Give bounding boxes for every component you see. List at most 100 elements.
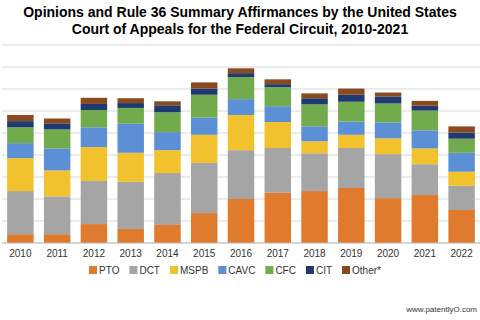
bar-segment: [301, 141, 327, 153]
x-tick-label: 2015: [193, 248, 216, 259]
bar-segment: [81, 104, 107, 110]
legend-label: DCT: [139, 265, 160, 276]
bar-segment: [375, 154, 401, 198]
bar-segment: [448, 126, 474, 132]
bar-segment: [228, 73, 254, 77]
bar-segment: [191, 95, 217, 118]
x-axis: [2, 243, 480, 244]
bar-segment: [265, 79, 291, 84]
bar-segment: [265, 122, 291, 148]
legend-swatch: [306, 266, 314, 274]
bar-segment: [412, 148, 438, 164]
bar-segment: [265, 148, 291, 193]
bar-segment: [338, 148, 364, 188]
bar-segment: [448, 139, 474, 153]
bar-segment: [301, 191, 327, 243]
bar-segment: [412, 164, 438, 195]
grid-line: [2, 45, 480, 46]
bar-segment: [375, 96, 401, 103]
legend-swatch: [170, 266, 178, 274]
bar-segment: [228, 68, 254, 73]
legend-label: CAVC: [228, 265, 255, 276]
legend-label: Other*: [352, 265, 381, 276]
bar-segment: [154, 101, 180, 105]
bar-segment: [412, 106, 438, 111]
bar-segment: [228, 115, 254, 150]
x-tick-label: 2018: [303, 248, 326, 259]
bar-segment: [7, 234, 33, 243]
bar-segment: [448, 186, 474, 210]
title: Opinions and Rule 36 Summary Affirmances…: [23, 4, 457, 37]
bar-segment: [375, 138, 401, 154]
bar-segment: [7, 115, 33, 121]
x-tick-label: 2020: [377, 248, 400, 259]
bar-segment: [191, 135, 217, 163]
bar-segment: [338, 122, 364, 135]
bar-segment: [412, 195, 438, 243]
legend-swatch: [265, 266, 273, 274]
chart: Opinions and Rule 36 Summary Affirmances…: [0, 0, 480, 320]
bar-segment: [375, 104, 401, 123]
bar-segment: [228, 199, 254, 243]
bar-segment: [301, 93, 327, 98]
grid-line: [2, 67, 480, 68]
bar-segment: [301, 126, 327, 141]
bar-segment: [228, 77, 254, 99]
bar-segment: [375, 93, 401, 97]
bar-segment: [265, 87, 291, 106]
bar-segment: [228, 99, 254, 115]
bar-segment: [448, 210, 474, 243]
bar-segment: [44, 234, 70, 243]
bar-segment: [338, 89, 364, 95]
bar-segment: [44, 118, 70, 123]
x-tick-label: 2021: [414, 248, 437, 259]
x-tick-label: 2019: [340, 248, 363, 259]
bar-segment: [81, 127, 107, 147]
x-tick-label: 2013: [120, 248, 143, 259]
bar-segment: [117, 103, 143, 108]
x-tick-label: 2012: [83, 248, 106, 259]
bar-segment: [191, 82, 217, 88]
bar-segment: [7, 121, 33, 127]
bar-segment: [154, 150, 180, 173]
grid-line: [2, 243, 480, 244]
bar-segment: [191, 89, 217, 95]
bar-segment: [301, 153, 327, 191]
bar-segment: [154, 225, 180, 243]
bar-segment: [81, 147, 107, 181]
bar-segment: [81, 98, 107, 104]
bar-segment: [448, 172, 474, 186]
legend-label: CIT: [316, 265, 332, 276]
bar-segment: [7, 127, 33, 143]
x-tick-label: 2014: [156, 248, 179, 259]
legend-label: CFC: [275, 265, 296, 276]
bar-segment: [448, 153, 474, 172]
bar-segment: [44, 170, 70, 196]
legend-label: PTO: [99, 265, 120, 276]
bar-segment: [338, 95, 364, 102]
bar-segment: [301, 104, 327, 126]
bar-segment: [7, 158, 33, 191]
bar-segment: [81, 224, 107, 243]
legend-swatch: [218, 266, 226, 274]
annotation: www.patentlyO.com: [405, 305, 477, 314]
bar-segment: [44, 123, 70, 129]
bar-segment: [117, 108, 143, 124]
bar-segment: [117, 124, 143, 153]
bar-segment: [338, 102, 364, 122]
bar-segment: [375, 198, 401, 243]
x-tick-label: 2016: [230, 248, 253, 259]
bar-segment: [338, 135, 364, 148]
bar-segment: [154, 132, 180, 150]
bar-segment: [338, 188, 364, 243]
bar-segment: [412, 111, 438, 131]
bar-segment: [301, 98, 327, 104]
bar-segment: [265, 106, 291, 122]
legend: PTODCTMSPBCAVCCFCCITOther*: [89, 265, 381, 276]
bar-segment: [265, 193, 291, 243]
bar-segment: [44, 129, 70, 148]
x-tick-label: 2022: [450, 248, 473, 259]
bar-segment: [117, 182, 143, 229]
bar-segment: [191, 163, 217, 213]
legend-swatch: [129, 266, 137, 274]
